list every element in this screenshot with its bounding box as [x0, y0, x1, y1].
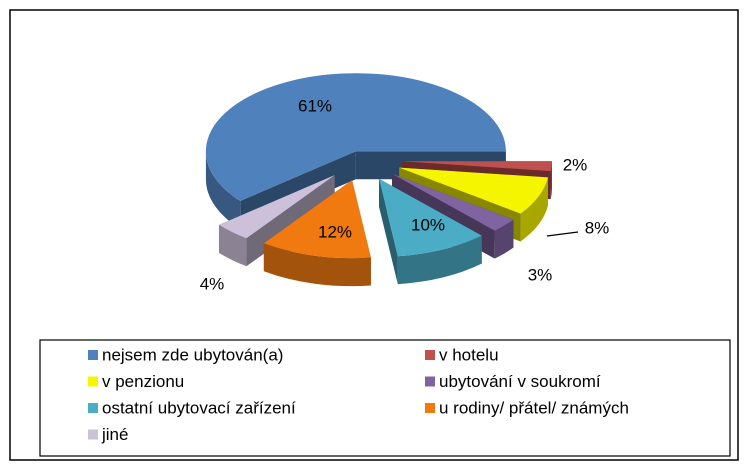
- slice-side-wall: [263, 243, 371, 287]
- legend-swatch: [425, 350, 435, 360]
- data-label: 61%: [298, 96, 332, 115]
- slice-side-wall: [494, 219, 514, 259]
- leader-line: [546, 231, 579, 237]
- slice-side-wall: [205, 151, 241, 229]
- slice-side-wall: [397, 235, 482, 285]
- legend-swatch: [425, 376, 435, 387]
- data-label: 10%: [411, 215, 445, 234]
- data-label: 12%: [318, 222, 352, 241]
- legend-label: jiné: [101, 425, 128, 444]
- legend-label: ubytování v soukromí: [439, 372, 601, 391]
- legend-swatch: [88, 376, 98, 387]
- legend-label: ostatní ubytovací zařízení: [102, 398, 296, 417]
- slice-cut-wall: [379, 178, 398, 285]
- slice: [205, 73, 506, 201]
- pie: [205, 73, 552, 287]
- slice: [399, 167, 549, 214]
- legend-label: v penzionu: [102, 372, 184, 391]
- legend-swatch: [88, 429, 98, 440]
- slice: [263, 180, 371, 259]
- data-label: 8%: [585, 218, 610, 237]
- slice-side-wall: [550, 161, 552, 200]
- legend: nejsem zde ubytován(a) v hotelu v penzionu…: [88, 345, 629, 444]
- slice-side-wall: [219, 224, 247, 267]
- legend-label: v hotelu: [439, 345, 499, 364]
- slice: [379, 178, 482, 257]
- legend-label: nejsem zde ubytován(a): [102, 345, 283, 364]
- data-labels: 61% 2% 8% 3% 10% 12% 4%: [200, 96, 610, 293]
- legend-swatch: [425, 403, 435, 413]
- slice: [401, 161, 552, 172]
- data-label: 4%: [200, 274, 225, 293]
- slice: [392, 173, 514, 231]
- slice-side-wall: [520, 177, 549, 242]
- legend-swatch: [88, 350, 98, 360]
- legend-label: u rodiny/ přátel/ známých: [439, 398, 629, 417]
- legend-swatch: [88, 403, 98, 413]
- legend-box: [39, 339, 731, 457]
- data-label: 2%: [563, 155, 588, 174]
- slice: [219, 175, 335, 239]
- data-label: 3%: [528, 265, 553, 284]
